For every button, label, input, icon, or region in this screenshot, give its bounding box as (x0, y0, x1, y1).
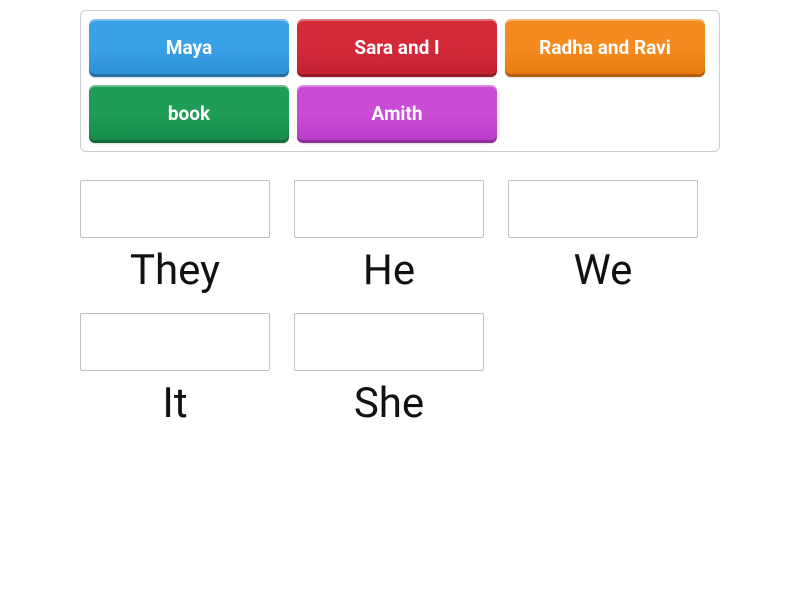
draggable-tile[interactable]: Amith (297, 85, 497, 143)
drop-target: We (508, 180, 698, 295)
drop-target: He (294, 180, 484, 295)
dropzone[interactable] (80, 313, 270, 371)
target-label: She (354, 379, 424, 428)
dropzone[interactable] (294, 313, 484, 371)
activity-stage: Maya Sara and I Radha and Ravi book Amit… (0, 0, 800, 428)
dropzone[interactable] (508, 180, 698, 238)
drop-targets-area: They He We It She (80, 180, 720, 428)
target-label: We (574, 246, 633, 295)
target-label: He (363, 246, 415, 295)
drop-target: It (80, 313, 270, 428)
drop-target: She (294, 313, 484, 428)
target-label: It (162, 379, 187, 428)
draggable-tile[interactable]: Radha and Ravi (505, 19, 705, 77)
draggable-tile[interactable]: Maya (89, 19, 289, 77)
source-tile-tray: Maya Sara and I Radha and Ravi book Amit… (80, 10, 720, 152)
drop-target: They (80, 180, 270, 295)
dropzone[interactable] (294, 180, 484, 238)
dropzone[interactable] (80, 180, 270, 238)
draggable-tile[interactable]: Sara and I (297, 19, 497, 77)
draggable-tile[interactable]: book (89, 85, 289, 143)
target-label: They (130, 246, 220, 295)
